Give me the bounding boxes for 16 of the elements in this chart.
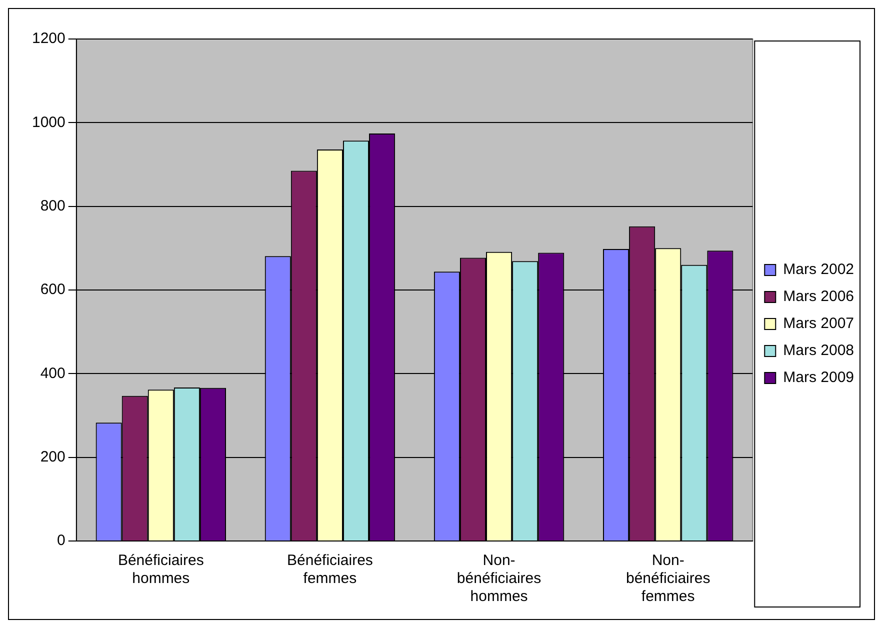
legend-label: Mars 2002 [783, 261, 854, 278]
y-tick-label: 1000 [32, 114, 66, 131]
legend-label: Mars 2009 [783, 369, 854, 386]
x-tick-label: Bénéficiaires hommes [118, 552, 204, 588]
y-tick-label: 1200 [32, 30, 66, 48]
legend-label: Mars 2007 [783, 315, 854, 332]
legend-label: Mars 2008 [783, 342, 854, 360]
y-tick-label: 600 [40, 281, 66, 298]
legend-label: Mars 2006 [783, 288, 854, 306]
y-tick-label: 800 [40, 197, 66, 214]
y-tick-label: 0 [57, 532, 66, 550]
x-tick-label: Non-bénéficiaires femmes [626, 552, 710, 606]
x-tick-label: Bénéficiaires femmes [287, 552, 373, 588]
y-tick-label: 400 [40, 364, 66, 382]
y-tick-label: 200 [40, 448, 66, 466]
x-tick-label: Non-bénéficiaires hommes [456, 552, 542, 606]
